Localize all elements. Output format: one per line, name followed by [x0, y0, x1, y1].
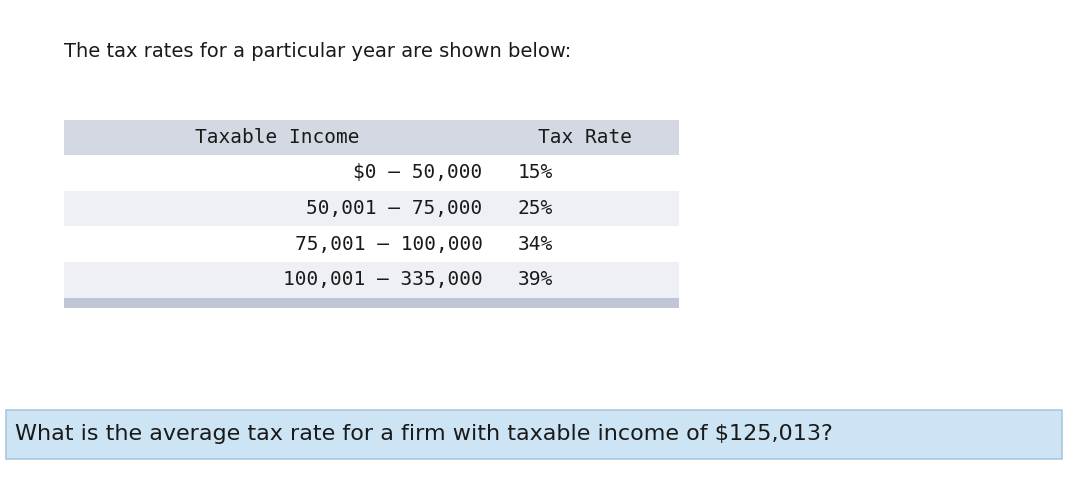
Text: The tax rates for a particular year are shown below:: The tax rates for a particular year are … [64, 42, 571, 61]
Text: 15%: 15% [518, 163, 553, 183]
Text: 39%: 39% [518, 270, 553, 289]
Bar [64, 226, 679, 262]
Text: 25%: 25% [518, 199, 553, 218]
Bar [6, 410, 1062, 459]
Bar [64, 120, 679, 155]
Bar [64, 155, 679, 191]
Text: 100,001 – 335,000: 100,001 – 335,000 [283, 270, 483, 289]
Text: 34%: 34% [518, 235, 553, 254]
Text: 50,001 – 75,000: 50,001 – 75,000 [307, 199, 483, 218]
Text: What is the average tax rate for a firm with taxable income of $125,013?: What is the average tax rate for a firm … [15, 425, 833, 444]
Bar [64, 262, 679, 298]
Text: Taxable Income: Taxable Income [195, 128, 360, 147]
Bar [64, 298, 679, 308]
Text: 75,001 – 100,000: 75,001 – 100,000 [295, 235, 483, 254]
Text: Tax Rate: Tax Rate [538, 128, 632, 147]
Bar [64, 191, 679, 226]
Text: $0 – 50,000: $0 – 50,000 [354, 163, 483, 183]
